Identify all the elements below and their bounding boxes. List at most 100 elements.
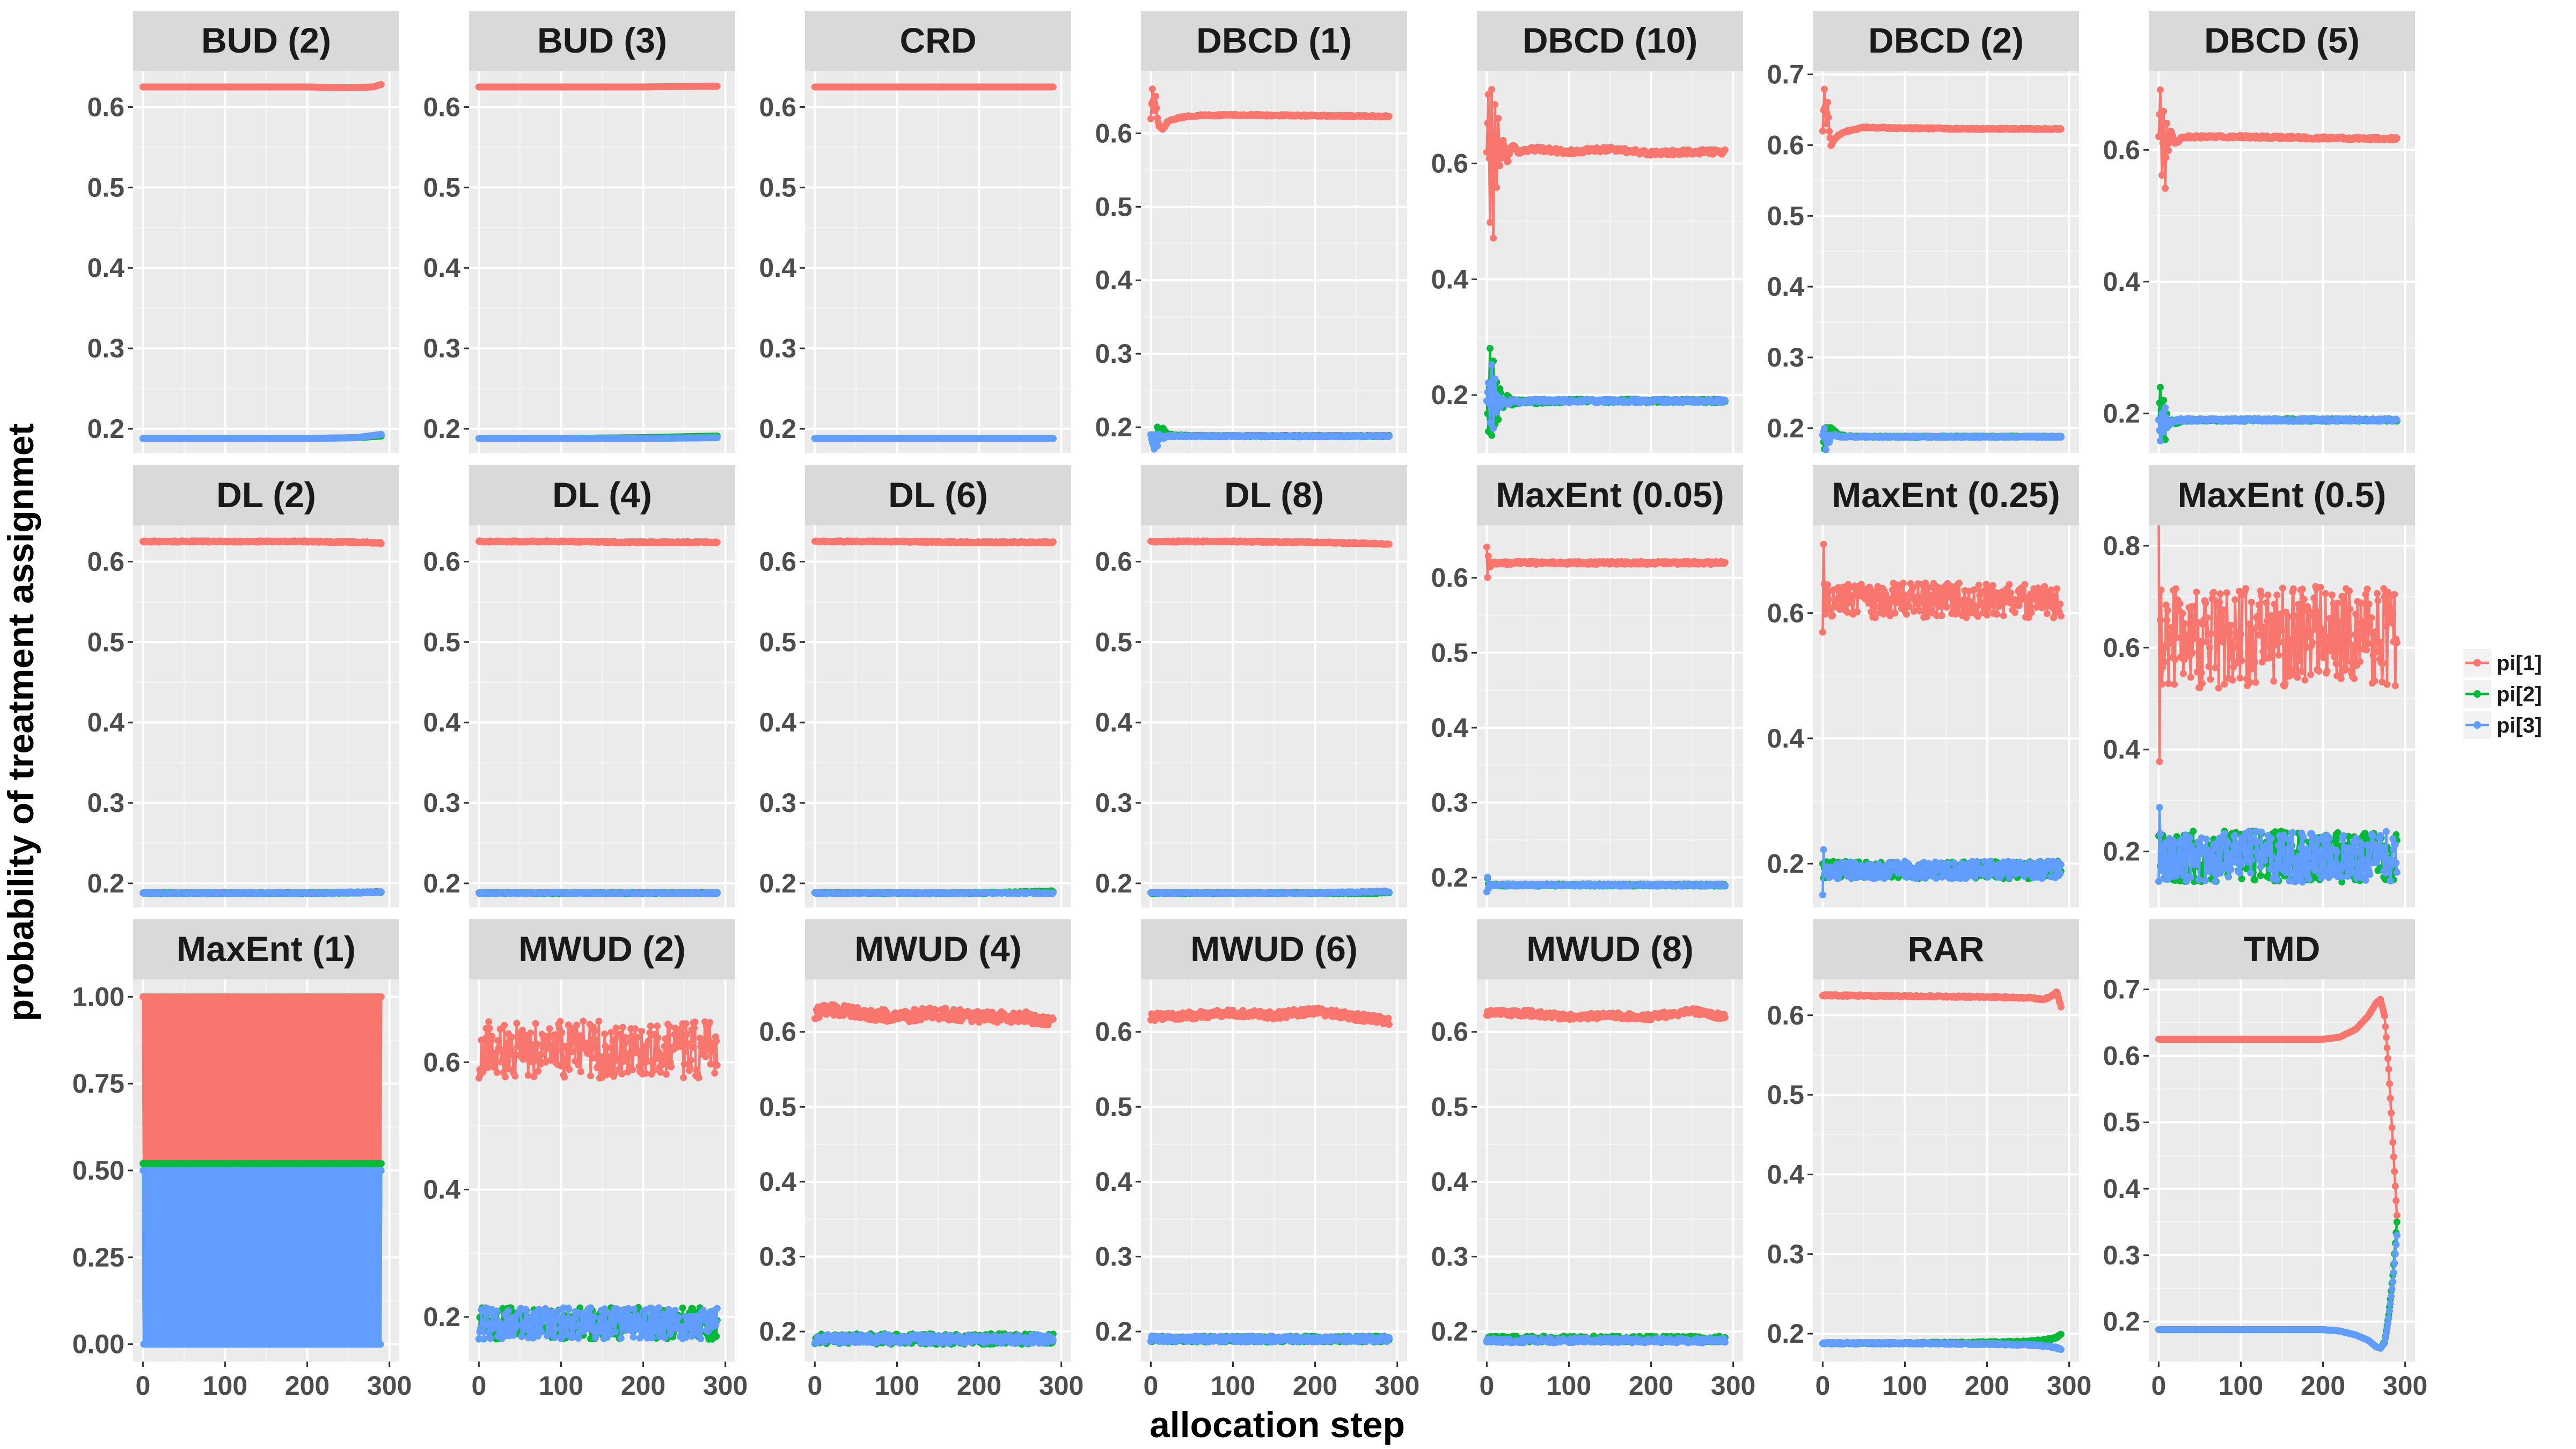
grid-lines (805, 71, 1071, 453)
y-tick-label: 0.3 (1095, 339, 1132, 369)
grid-lines (1477, 71, 1743, 453)
data-point (1049, 435, 1057, 442)
facet-strip (1477, 11, 1743, 71)
y-tick-label: 0.3 (87, 333, 125, 363)
y-tick-label: 0.5 (87, 172, 125, 202)
data-point (1488, 431, 1496, 439)
y-tick-label: 0.4 (1431, 264, 1468, 294)
y-tick-label: 0.4 (423, 253, 460, 283)
y-tick-label: 0.4 (1767, 272, 1804, 302)
facet-title: DBCD (2) (1868, 20, 2024, 60)
series-points-pi-3 (139, 431, 385, 442)
panel-dbcd-2: DBCD (2)0.20.30.40.50.60.7 (1767, 11, 2079, 453)
data-point (1820, 85, 1828, 93)
series-group (1483, 86, 1729, 439)
data-point (1506, 149, 1513, 157)
series-group (139, 81, 385, 442)
series-points-pi-1 (1819, 85, 2065, 149)
data-point (1049, 83, 1057, 91)
y-tick-label: 0.2 (759, 414, 796, 444)
grid-lines (1141, 71, 1407, 453)
data-point (713, 83, 721, 90)
data-point (1487, 419, 1494, 426)
data-point (1484, 379, 1492, 386)
y-tick-label: 0.5 (759, 172, 796, 202)
facet-strip (1141, 11, 1407, 71)
series-group (475, 83, 721, 442)
data-point (1490, 235, 1497, 242)
y-tick-label: 0.5 (1095, 192, 1132, 222)
series-points-pi-3 (1483, 361, 1729, 432)
data-point (2057, 126, 2065, 133)
data-point (1491, 375, 1499, 383)
data-point (1495, 416, 1502, 423)
data-point (1824, 99, 1832, 106)
y-tick-label: 0.2 (423, 414, 460, 444)
data-point (1385, 433, 1393, 440)
y-tick-label: 0.4 (759, 253, 796, 283)
y-tick-label: 0.5 (1767, 201, 1804, 231)
data-point (1487, 218, 1494, 226)
data-point (1484, 91, 1492, 98)
y-tick-label: 0.6 (1095, 118, 1132, 148)
grid-lines (133, 71, 399, 453)
data-point (713, 434, 721, 441)
data-point (1826, 128, 1833, 135)
data-point (1487, 150, 1495, 158)
data-point (1490, 425, 1497, 432)
y-tick-label: 0.2 (1095, 412, 1132, 442)
panel-dbcd-1: DBCD (1)0.20.30.40.50.6 (1095, 11, 1407, 453)
facet-title: DBCD (1) (1196, 20, 1352, 60)
data-point (1493, 184, 1501, 191)
data-point (1153, 105, 1160, 112)
series-points-pi-1 (1483, 86, 1729, 242)
y-tick-label: 0.3 (759, 333, 796, 363)
series-group (1819, 85, 2065, 453)
series-points-pi-3 (1147, 430, 1393, 453)
series-points-pi-1 (1147, 85, 1393, 133)
y-tick-label: 0.6 (87, 92, 125, 122)
y-tick-label: 0.2 (1767, 413, 1804, 443)
y-tick-label: 0.3 (423, 333, 460, 363)
facet-title: DBCD (10) (1523, 20, 1697, 60)
data-point (1497, 155, 1504, 162)
y-tick-label: 0.6 (423, 92, 460, 122)
data-point (1487, 345, 1494, 352)
y-tick-label: 0.2 (87, 414, 125, 444)
data-point (1148, 85, 1156, 93)
facet-strip (805, 11, 1071, 71)
series-points-pi-3 (475, 434, 721, 442)
panel-bud-2: BUD (2)0.20.30.40.50.6 (87, 11, 399, 453)
grid-lines (469, 71, 735, 453)
facet-strip (469, 11, 735, 71)
data-point (1490, 170, 1498, 178)
series-points-pi-1 (475, 83, 721, 91)
y-tick-label: 0.6 (1431, 149, 1468, 179)
panel-dbcd-10: DBCD (10) 0.2 0.4 0.6 (1431, 11, 1743, 453)
data-point (1488, 86, 1496, 93)
facet-strip (133, 11, 399, 71)
data-point (1491, 101, 1499, 108)
data-point (1825, 114, 1832, 121)
data-point (1721, 146, 1729, 153)
data-point (1147, 115, 1154, 122)
grid-lines (1813, 71, 2079, 453)
y-tick-label: 0.2 (1431, 380, 1468, 410)
data-point (1152, 92, 1160, 100)
data-point (377, 431, 385, 438)
data-point (1154, 442, 1161, 450)
panel-bud-3: BUD (3)0.20.30.40.50.6 (423, 11, 735, 453)
facet-title: BUD (3) (537, 20, 667, 60)
series-group (811, 83, 1057, 442)
series-points-pi-3 (811, 435, 1057, 442)
data-point (1385, 113, 1393, 120)
series-group (1147, 85, 1393, 453)
y-tick-label: 0.6 (1767, 130, 1804, 160)
data-point (1484, 120, 1491, 127)
data-point (1721, 397, 1729, 404)
y-tick-label: 0.3 (1767, 342, 1804, 372)
data-point (1504, 158, 1512, 165)
